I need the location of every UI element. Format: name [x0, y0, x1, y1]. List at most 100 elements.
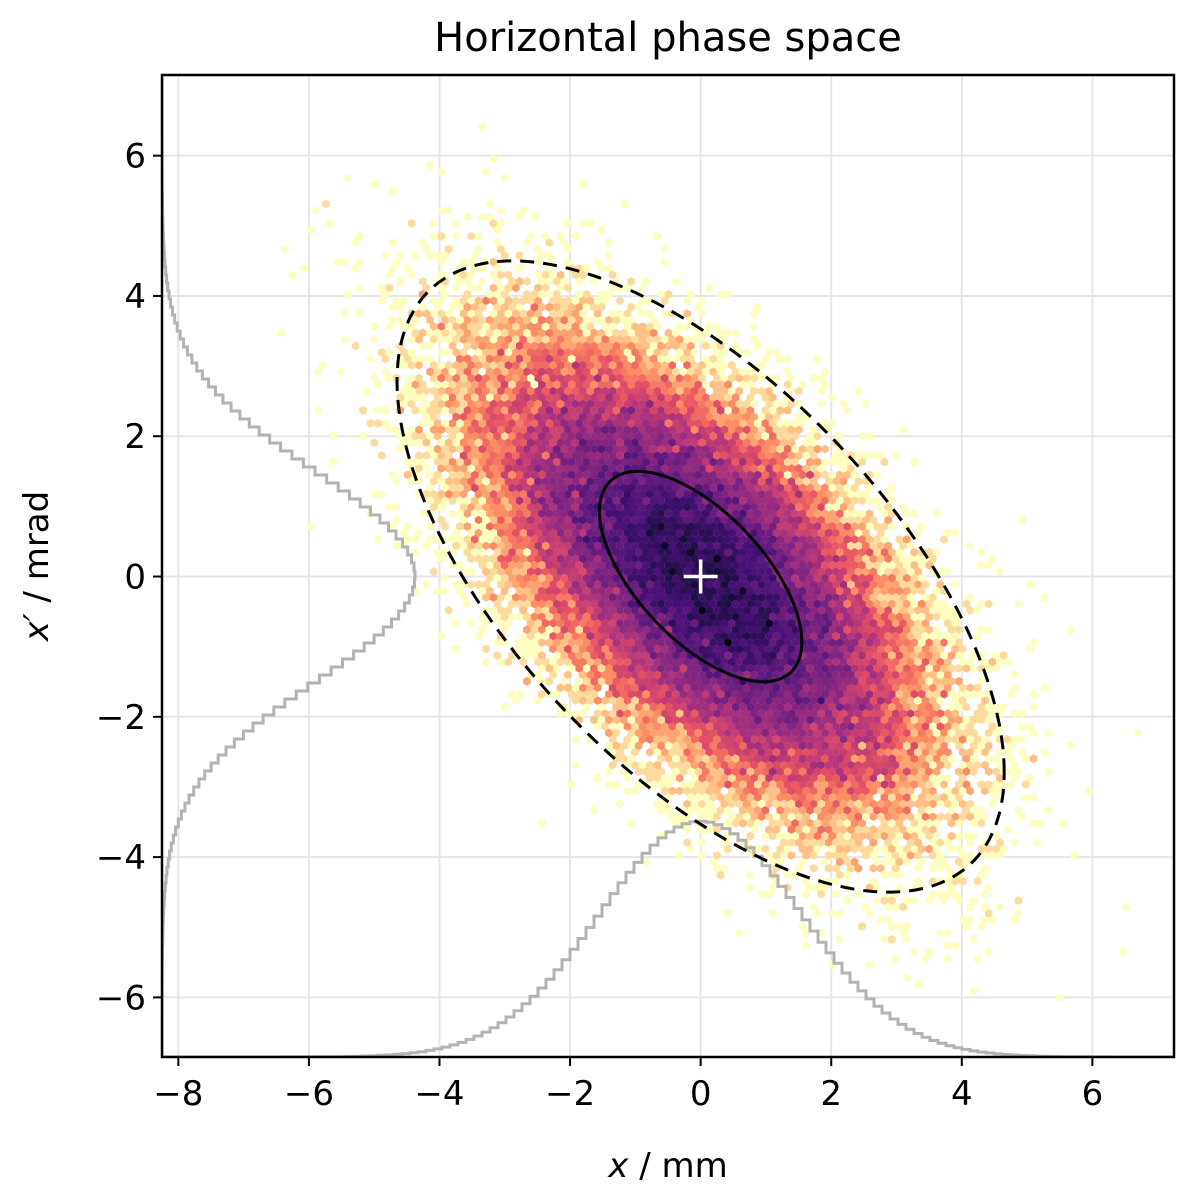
hex-bin [515, 457, 524, 467]
hex-bin [351, 341, 360, 351]
hex-bin [620, 547, 628, 557]
hex-bin [452, 644, 460, 654]
hex-bin [750, 631, 758, 641]
hex-bin [731, 535, 740, 544]
hex-bin [672, 547, 680, 557]
hex-bin [776, 638, 784, 647]
hex-bin [698, 438, 706, 447]
hex-bin [780, 502, 788, 512]
hex-bin [750, 593, 758, 602]
hex-bin [694, 599, 702, 609]
hex-bin [575, 535, 583, 544]
hex-bin [876, 864, 885, 873]
hex-bin [623, 451, 632, 460]
hex-bin [579, 631, 587, 641]
hex-bin [765, 567, 773, 576]
hex-bin [571, 360, 580, 370]
hex-bin [530, 354, 539, 364]
hex-bin [657, 547, 665, 557]
hex-bin [891, 670, 900, 680]
hex-bin [731, 715, 740, 725]
hex-bin [634, 509, 643, 518]
hex-bin [720, 593, 729, 602]
hex-bin [690, 696, 699, 705]
hex-bin [638, 580, 647, 589]
hex-bin [716, 535, 725, 544]
hex-bin [657, 367, 665, 377]
hex-bin [523, 277, 531, 286]
hex-bin [646, 541, 654, 551]
hex-bin [765, 644, 773, 654]
hex-bin [649, 547, 658, 557]
hex-bin [847, 773, 855, 783]
hex-bin [634, 522, 643, 531]
hex-bin [772, 606, 781, 615]
hex-bin [824, 631, 833, 641]
hex-bin [910, 947, 918, 957]
hex-bin [1119, 947, 1127, 957]
hex-bin [746, 728, 755, 738]
hex-bin [601, 644, 609, 654]
hex-bin [1040, 747, 1049, 757]
hex-bin [780, 541, 788, 551]
hex-bin [444, 477, 453, 486]
hex-bin [627, 393, 635, 402]
hex-bin [817, 580, 825, 589]
hex-bin [839, 606, 848, 615]
hex-bin [817, 747, 825, 757]
hex-bin [623, 412, 632, 422]
hex-bin [716, 560, 725, 570]
hex-bin [1033, 838, 1041, 847]
hex-bin [579, 219, 587, 228]
hex-bin [787, 631, 796, 641]
hex-bin [780, 606, 788, 615]
hex-bin [564, 373, 572, 383]
hex-bin [660, 425, 669, 435]
hex-bin [586, 554, 594, 564]
hex-bin [564, 528, 572, 538]
hex-bin [817, 502, 825, 512]
hex-bin [638, 502, 647, 512]
hex-bin [653, 515, 662, 525]
hex-bin [742, 554, 751, 564]
hex-bin [761, 509, 770, 518]
hex-bin [705, 618, 714, 628]
hex-bin [821, 780, 829, 789]
hex-bin [705, 683, 714, 693]
hex-bin [1066, 741, 1075, 751]
hex-bin [921, 696, 930, 705]
hex-bin [593, 309, 602, 318]
hex-bin [821, 573, 829, 583]
hex-bin [660, 451, 669, 460]
hex-bin [448, 509, 457, 518]
hex-bin [452, 425, 460, 435]
hex-bin [620, 393, 628, 402]
hex-bin [478, 393, 487, 402]
hex-bin [564, 438, 572, 447]
hex-bin [601, 464, 609, 473]
hex-bin [768, 741, 777, 751]
hex-bin [821, 612, 829, 622]
hex-bin [519, 528, 527, 538]
hex-bin [731, 638, 740, 647]
hex-bin [724, 638, 732, 647]
hex-bin [858, 651, 866, 660]
hex-bin [787, 489, 796, 499]
hex-bin [854, 670, 863, 680]
hex-bin [716, 702, 725, 712]
hex-bin [873, 896, 881, 905]
hex-bin [839, 554, 848, 564]
hex-bin [817, 631, 825, 641]
hex-bin [634, 664, 643, 673]
hex-bin [839, 593, 848, 602]
hex-bin [783, 754, 792, 764]
hex-bin [795, 722, 803, 731]
hex-bin [776, 728, 784, 738]
hex-bin [701, 509, 710, 518]
hex-bin [1003, 657, 1012, 667]
hex-bin [623, 567, 632, 576]
hex-bin [504, 554, 513, 564]
hex-bin [698, 851, 706, 860]
hex-bin [605, 573, 613, 583]
hex-bin [728, 580, 736, 589]
